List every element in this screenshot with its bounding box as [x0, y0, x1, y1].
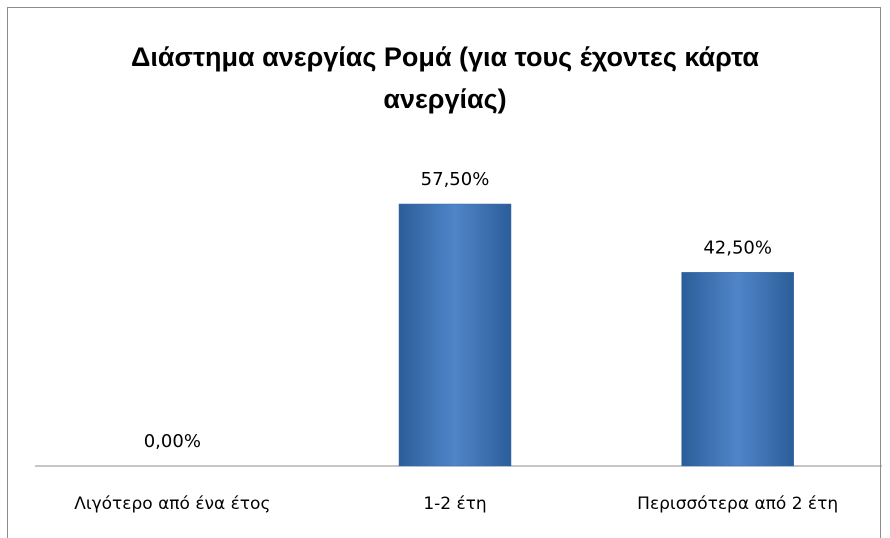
data-label: 57,50% — [421, 169, 490, 190]
data-label: 0,00% — [144, 431, 201, 452]
bar — [681, 272, 794, 467]
chart-title: Διάστημα ανεργίας Ρομά (για τους έχοντες… — [131, 42, 759, 114]
chart-frame — [7, 7, 881, 538]
bar — [398, 203, 512, 467]
x-tick-label: 1-2 έτη — [423, 494, 486, 514]
x-tick-label: Περισσότερα από 2 έτη — [637, 494, 838, 514]
x-tick-label: Λιγότερο από ένα έτος — [74, 494, 270, 514]
data-label: 42,50% — [703, 237, 772, 258]
